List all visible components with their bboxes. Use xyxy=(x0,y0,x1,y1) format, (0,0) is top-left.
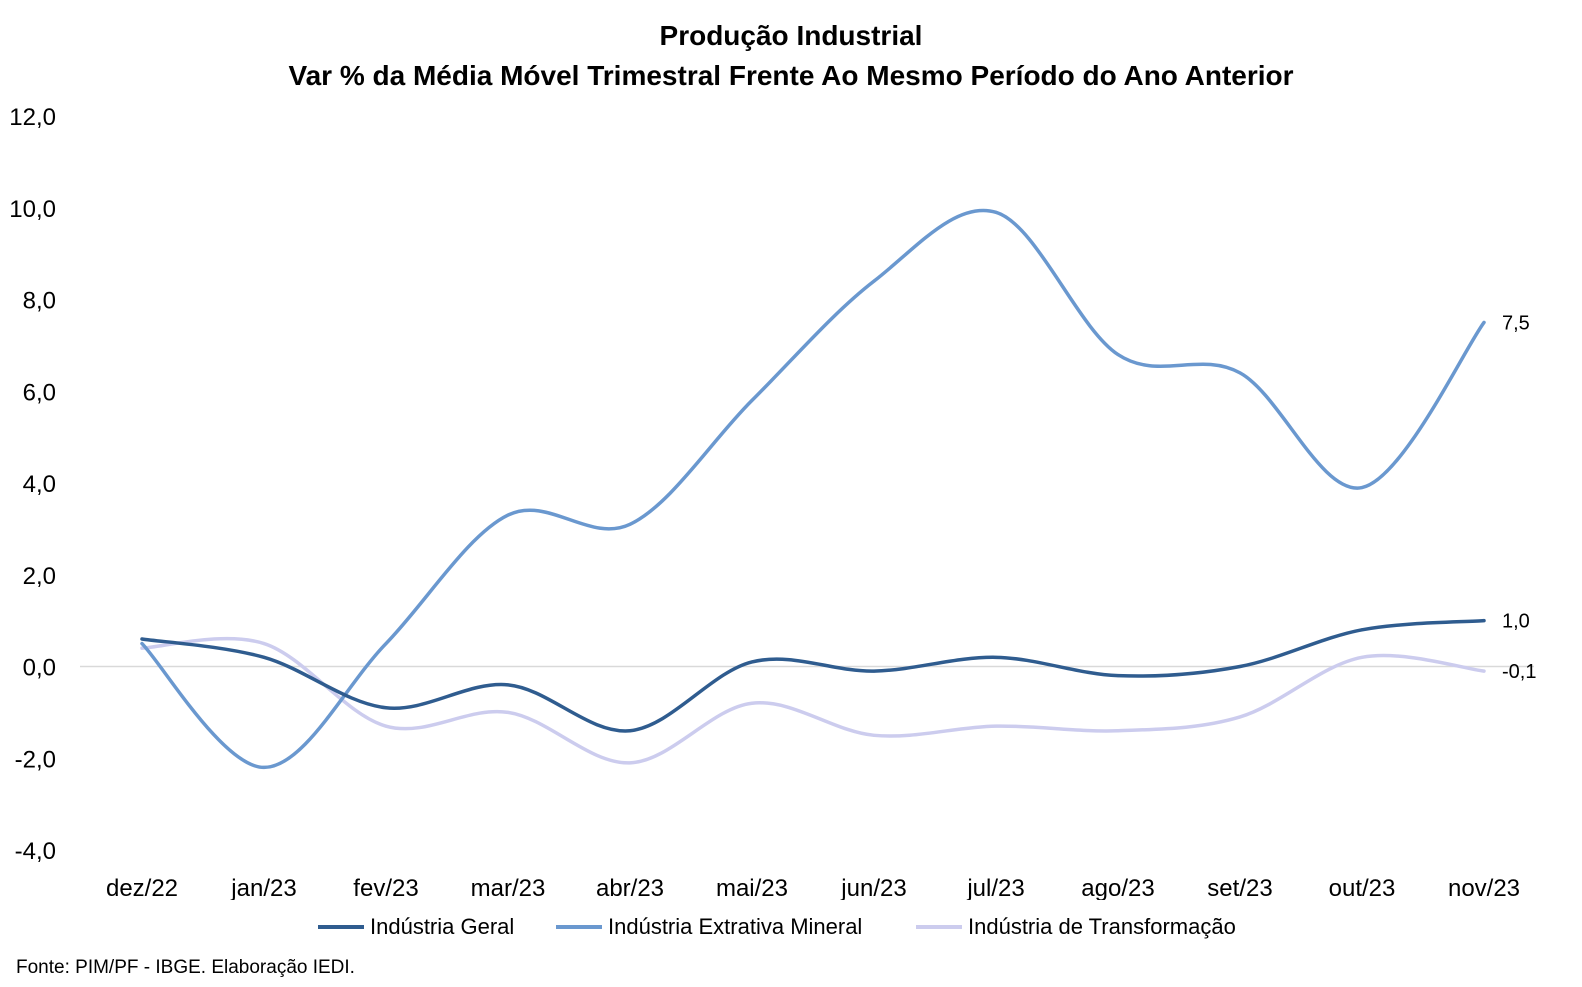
end-value-label: -0,1 xyxy=(1502,661,1536,683)
data-point xyxy=(262,642,266,646)
data-point xyxy=(506,513,510,517)
legend-swatch-industria-extrativa-mineral xyxy=(556,925,602,929)
data-point xyxy=(872,733,876,737)
data-point xyxy=(1238,715,1242,719)
legend-swatch-industria-geral xyxy=(318,925,364,929)
data-point xyxy=(750,701,754,705)
y-tick-label: 6,0 xyxy=(23,379,56,406)
y-tick-label: 2,0 xyxy=(23,563,56,590)
series-line-industria-de-transformacao xyxy=(140,636,1486,765)
legend-item-industria-de-transformacao: Indústria de Transformação xyxy=(916,912,1236,942)
y-tick-label: 12,0 xyxy=(9,104,56,131)
legend-label-industria-extrativa-mineral: Indústria Extrativa Mineral xyxy=(608,914,863,939)
x-tick-label: fev/23 xyxy=(353,875,418,900)
end-value-label: 7,5 xyxy=(1502,312,1530,334)
data-point xyxy=(750,660,754,664)
x-tick-label: nov/23 xyxy=(1448,875,1520,900)
series-line-industria-geral xyxy=(140,618,1486,733)
data-point xyxy=(140,637,144,641)
data-point xyxy=(506,683,510,687)
data-point xyxy=(1360,486,1364,490)
data-point xyxy=(1116,729,1120,733)
data-point xyxy=(872,669,876,673)
data-point xyxy=(628,729,632,733)
data-point xyxy=(262,765,266,769)
data-point xyxy=(384,642,388,646)
data-point xyxy=(1116,674,1120,678)
data-point xyxy=(140,646,144,650)
data-point xyxy=(628,522,632,526)
data-point xyxy=(140,642,144,646)
legend-label-industria-geral: Indústria Geral xyxy=(370,914,515,939)
data-point xyxy=(994,724,998,728)
data-point xyxy=(872,279,876,283)
legend: Indústria Geral Indústria Extrativa Mine… xyxy=(0,912,1582,942)
x-tick-label: ago/23 xyxy=(1081,875,1154,900)
data-point xyxy=(994,655,998,659)
x-tick-label: abr/23 xyxy=(596,875,664,900)
y-tick-label: 10,0 xyxy=(9,196,56,223)
data-point xyxy=(506,710,510,714)
x-tick-label: jun/23 xyxy=(840,875,906,900)
legend-item-industria-extrativa-mineral: Indústria Extrativa Mineral xyxy=(556,912,862,942)
x-tick-label: out/23 xyxy=(1329,875,1396,900)
y-tick-label: 4,0 xyxy=(23,471,56,498)
data-point xyxy=(994,210,998,214)
y-tick-label: -4,0 xyxy=(15,838,56,865)
x-tick-label: jul/23 xyxy=(966,875,1024,900)
data-point xyxy=(628,761,632,765)
x-tick-label: mar/23 xyxy=(471,875,546,900)
data-point xyxy=(1360,655,1364,659)
data-point xyxy=(750,398,754,402)
data-point xyxy=(1238,371,1242,375)
chart-title: Produção Industrial xyxy=(659,20,923,51)
y-tick-label: 0,0 xyxy=(23,655,56,682)
data-point xyxy=(1360,628,1364,632)
x-tick-label: dez/22 xyxy=(106,875,178,900)
chart-subtitle: Var % da Média Móvel Trimestral Frente A… xyxy=(288,60,1294,91)
source-note: Fonte: PIM/PF - IBGE. Elaboração IEDI. xyxy=(16,957,355,978)
legend-label-industria-de-transformacao: Indústria de Transformação xyxy=(968,914,1236,939)
legend-item-industria-geral: Indústria Geral xyxy=(318,912,514,942)
data-point xyxy=(1482,619,1486,623)
x-tick-label: set/23 xyxy=(1207,875,1272,900)
data-point xyxy=(1482,669,1486,673)
y-tick-label: 8,0 xyxy=(23,288,56,315)
end-value-label: 1,0 xyxy=(1502,611,1530,633)
x-tick-label: jan/23 xyxy=(230,875,296,900)
data-point xyxy=(1482,320,1486,324)
data-point xyxy=(1238,665,1242,668)
y-tick-label: -2,0 xyxy=(15,746,56,773)
data-point xyxy=(262,655,266,659)
data-point xyxy=(384,724,388,728)
data-point xyxy=(1116,353,1120,357)
legend-swatch-industria-de-transformacao xyxy=(916,925,962,929)
x-tick-label: mai/23 xyxy=(716,875,788,900)
data-point xyxy=(384,706,388,710)
line-chart: 12,0 10,0 8,0 6,0 4,0 2,0 0,0 -2,0 -4,0 dez/22 jan… xyxy=(9,104,1536,900)
series-line-industria-extrativa-mineral xyxy=(140,208,1486,770)
